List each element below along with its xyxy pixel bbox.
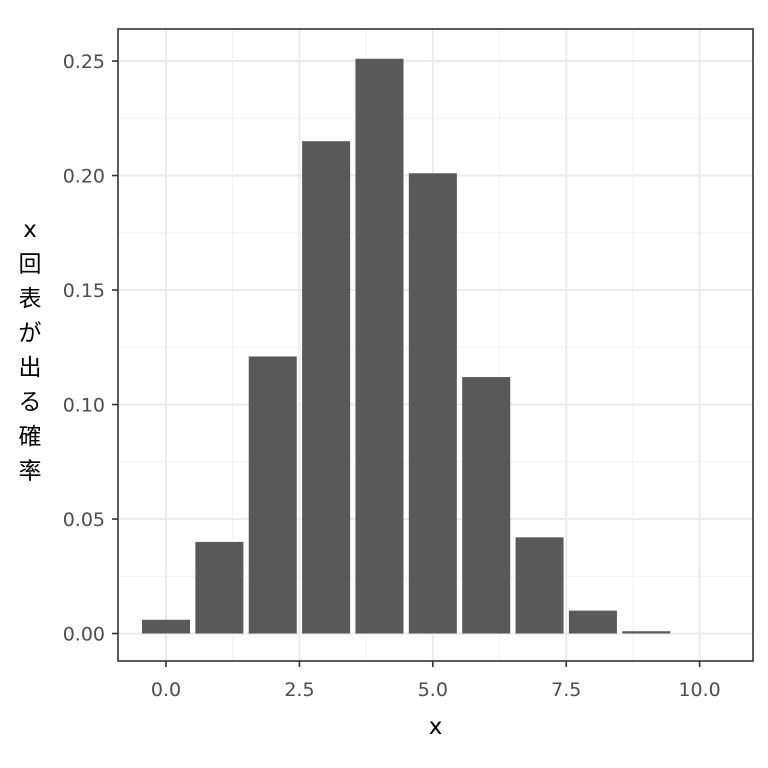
x-axis-title: x	[429, 714, 443, 740]
bar	[622, 631, 671, 634]
x-tick-label: 5.0	[418, 679, 448, 701]
x-tick-label: 7.5	[551, 679, 581, 701]
bar	[302, 141, 351, 634]
y-axis-title-char: 出	[19, 355, 42, 381]
bar	[195, 541, 244, 634]
y-axis-title-char: 回	[19, 252, 42, 278]
bar	[568, 610, 617, 634]
x-tick-label: 10.0	[678, 679, 720, 701]
panel-border	[117, 28, 754, 662]
y-axis-title-char: 表	[19, 286, 42, 312]
y-tick-label: 0.10	[63, 395, 105, 417]
bar	[248, 356, 297, 634]
y-tick-label: 0.05	[63, 509, 105, 531]
y-tick-label: 0.15	[63, 280, 105, 302]
bar	[142, 619, 191, 634]
bar	[515, 537, 564, 634]
bar	[355, 58, 404, 634]
x-tick-label: 2.5	[284, 679, 314, 701]
y-axis-title-char: 確	[19, 424, 42, 450]
y-axis: 0.00 0.05 0.10 0.15 0.20 0.25	[63, 51, 118, 646]
x-axis: 0.0 2.5 5.0 7.5 10.0	[151, 661, 721, 701]
bar	[408, 173, 457, 634]
y-tick-label: 0.25	[63, 51, 105, 73]
x-tick-label: 0.0	[151, 679, 181, 701]
y-axis-title-char: x	[23, 217, 37, 243]
y-tick-label: 0.00	[63, 624, 105, 646]
y-axis-title-char: が	[19, 321, 42, 347]
y-axis-title-char: 率	[19, 459, 42, 485]
y-axis-title-char: る	[19, 390, 42, 416]
bar	[462, 377, 511, 634]
y-tick-label: 0.20	[63, 166, 105, 188]
bar-series	[142, 58, 671, 634]
